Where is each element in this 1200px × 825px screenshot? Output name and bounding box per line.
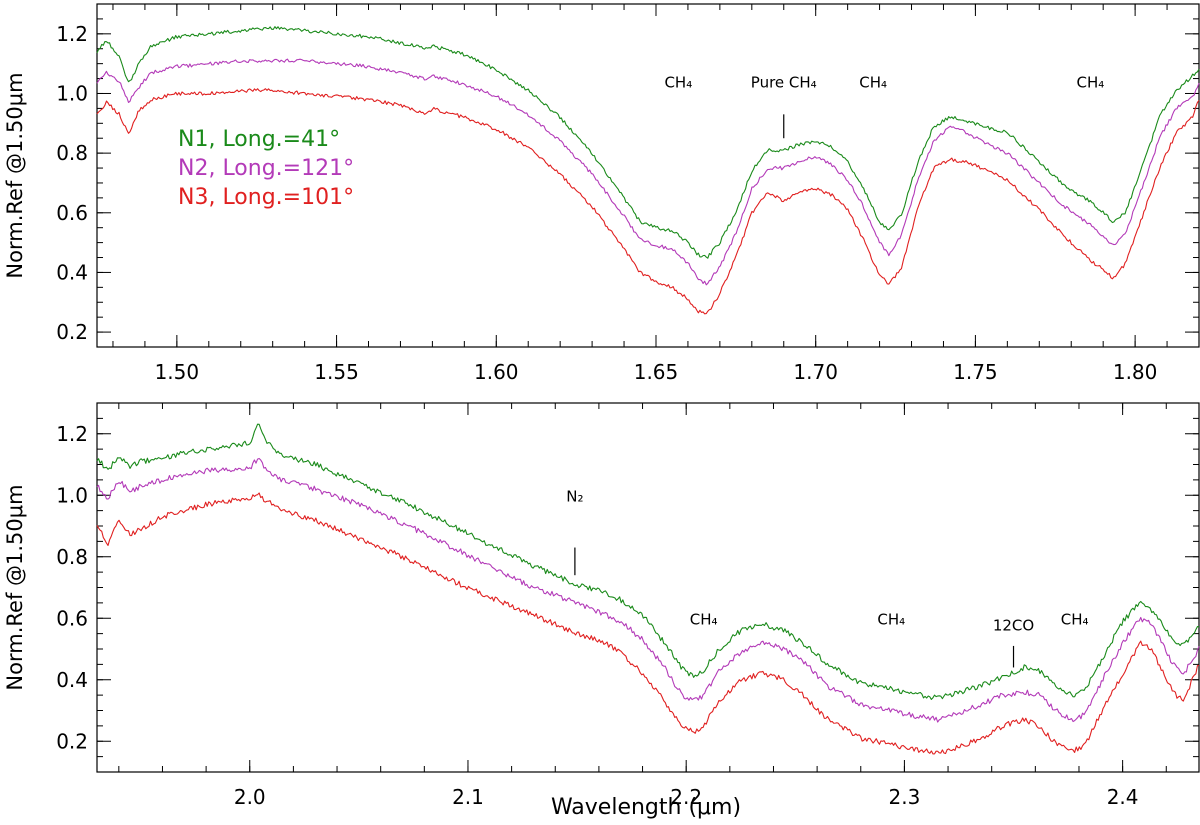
top-panel: Norm.Ref @1.50μm 1.50 1.55 1.60 1.65 1.70 1.7… bbox=[3, 3, 1200, 384]
x-tick-label: 2.0 bbox=[234, 785, 266, 809]
bottom-annotations: N₂ CH₄ CH₄ 12CO CH₄ bbox=[566, 487, 1089, 668]
annotation-label: Pure CH₄ bbox=[751, 74, 817, 92]
legend-entry-n2: N2, Long.=121° bbox=[178, 156, 354, 181]
top-plot-frame bbox=[96, 3, 1200, 348]
series-line-1 bbox=[96, 26, 1200, 259]
x-tick-label: 1.55 bbox=[314, 360, 359, 384]
bottom-panel: Norm.Ref @1.50μm Wavelength (μm) 2.0 2.1 2… bbox=[3, 402, 1200, 820]
x-tick-label: 2.2 bbox=[670, 785, 702, 809]
bottom-axis-ticks: 2.0 2.1 2.2 2.3 2.4 0.2 0.4 0.6 0.8 1.0 1.2 bbox=[56, 402, 1199, 809]
series-line-1 bbox=[96, 423, 1200, 700]
bottom-y-axis-label: Norm.Ref @1.50μm bbox=[3, 484, 27, 690]
annotation-label: CH₄ bbox=[1061, 610, 1089, 628]
legend-entry-n3: N3, Long.=101° bbox=[178, 185, 354, 210]
legend-entry-n1: N1, Long.=41° bbox=[178, 127, 340, 152]
annotation-label: CH₄ bbox=[664, 74, 692, 92]
x-axis-label: Wavelength (μm) bbox=[551, 795, 741, 820]
y-tick-label: 0.4 bbox=[56, 668, 88, 692]
y-tick-label: 0.2 bbox=[56, 729, 88, 753]
annotation-label: CH₄ bbox=[1077, 74, 1105, 92]
x-tick-label: 1.75 bbox=[953, 360, 998, 384]
y-tick-label: 1.0 bbox=[56, 483, 88, 507]
x-tick-label: 1.50 bbox=[155, 360, 200, 384]
bottom-series-lines bbox=[96, 423, 1200, 755]
y-tick-label: 0.6 bbox=[56, 606, 88, 630]
series-line-2 bbox=[96, 457, 1200, 723]
y-tick-label: 0.6 bbox=[56, 201, 88, 225]
top-annotations: CH₄ Pure CH₄ CH₄ CH₄ bbox=[664, 74, 1104, 139]
y-tick-label: 0.8 bbox=[56, 141, 88, 165]
x-tick-label: 1.60 bbox=[474, 360, 519, 384]
series-line-3 bbox=[96, 88, 1200, 315]
top-y-axis-label: Norm.Ref @1.50μm bbox=[3, 72, 27, 278]
annotation-label: 12CO bbox=[993, 617, 1034, 635]
top-series-lines bbox=[96, 26, 1200, 315]
y-tick-label: 0.4 bbox=[56, 260, 88, 284]
x-tick-label: 2.3 bbox=[888, 785, 920, 809]
y-tick-label: 1.2 bbox=[56, 22, 88, 46]
top-axis-ticks: 1.50 1.55 1.60 1.65 1.70 1.75 1.80 0.2 0.4 0.6 0.8… bbox=[56, 3, 1200, 384]
x-tick-label: 1.65 bbox=[634, 360, 679, 384]
x-tick-label: 2.1 bbox=[452, 785, 484, 809]
y-tick-label: 0.8 bbox=[56, 545, 88, 569]
y-tick-label: 0.2 bbox=[56, 320, 88, 344]
series-line-2 bbox=[96, 58, 1200, 286]
y-tick-label: 1.0 bbox=[56, 81, 88, 105]
annotation-label: CH₄ bbox=[877, 610, 905, 628]
x-tick-label: 1.80 bbox=[1113, 360, 1158, 384]
annotation-label: CH₄ bbox=[690, 610, 718, 628]
x-tick-label: 2.4 bbox=[1107, 785, 1139, 809]
annotation-label: CH₄ bbox=[859, 74, 887, 92]
y-tick-label: 1.2 bbox=[56, 422, 88, 446]
series-line-3 bbox=[96, 492, 1200, 755]
legend: N1, Long.=41° N2, Long.=121° N3, Long.=1… bbox=[178, 127, 354, 210]
x-tick-label: 1.70 bbox=[793, 360, 838, 384]
annotation-label: N₂ bbox=[566, 487, 583, 505]
